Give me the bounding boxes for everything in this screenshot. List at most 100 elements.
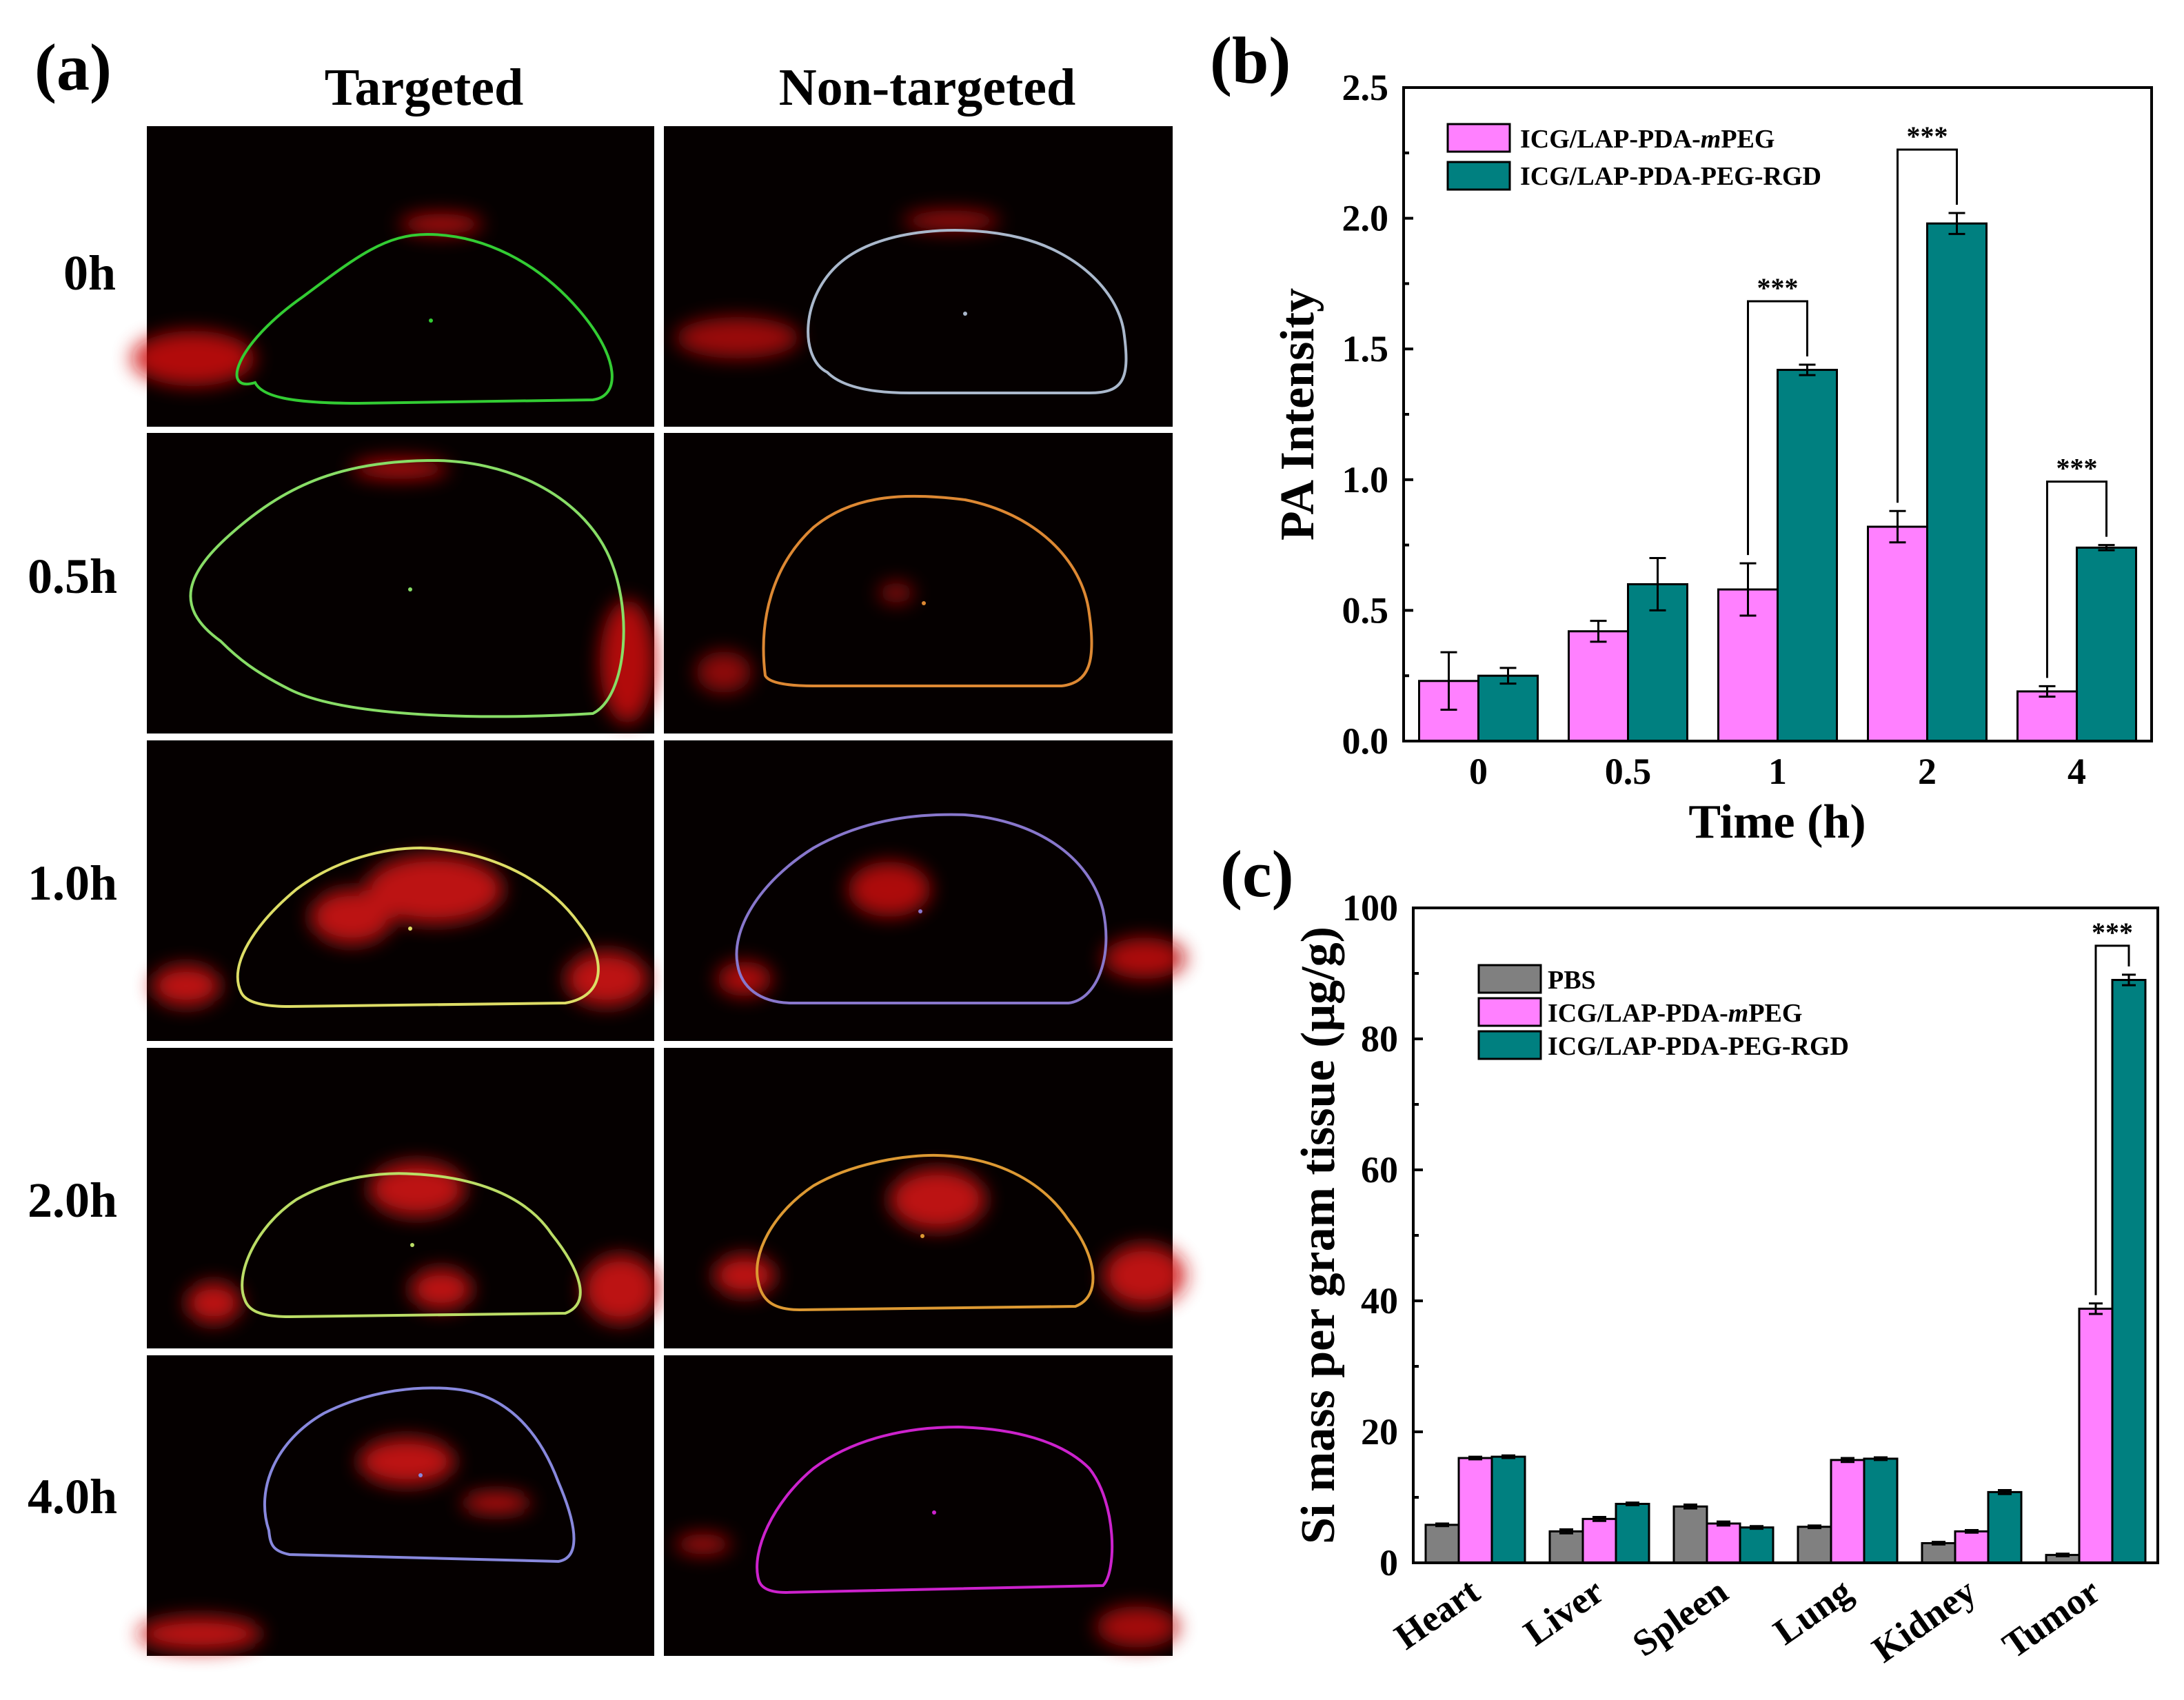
row-label-2-0h: 2.0h bbox=[28, 1173, 117, 1228]
col-title-targeted: Targeted bbox=[325, 59, 524, 117]
bar-icg-lap-pda-peg-rgd-tumor bbox=[2111, 979, 2147, 1564]
y-tick-label: 0.0 bbox=[1342, 720, 1389, 762]
bar-icg-lap-pda-peg-rgd-1 bbox=[1777, 369, 1838, 742]
bar-icg-lap-pda-mpeg-2 bbox=[1867, 525, 1928, 742]
error-bar bbox=[1799, 363, 1816, 376]
roi-outline bbox=[762, 494, 1093, 687]
y-tick-label: 40 bbox=[1361, 1280, 1398, 1322]
bar-pbs-liver bbox=[1548, 1530, 1584, 1564]
x-tick-label: Kidney bbox=[1865, 1570, 1983, 1671]
x-tick-label: 4 bbox=[2067, 751, 2086, 792]
panel-a: (a) Targeted Non-targeted 0h 0.5h 1.0h 2… bbox=[28, 30, 1186, 1656]
legend-swatch-rgd bbox=[1477, 1030, 1542, 1060]
error-bar bbox=[1559, 1528, 1573, 1535]
bars bbox=[1424, 979, 2147, 1564]
error-bar bbox=[1717, 1520, 1730, 1527]
legend-label-mpeg: ICG/LAP-PDA-mPEG bbox=[1548, 999, 1802, 1028]
legend-swatch-mpeg bbox=[1477, 997, 1542, 1027]
roi-outline bbox=[807, 229, 1128, 394]
error-bar bbox=[1435, 1522, 1449, 1528]
roi-outline bbox=[236, 846, 600, 1009]
pa-image-targeted-0-5h bbox=[147, 433, 655, 733]
bar-icg-lap-pda-peg-rgd-0 bbox=[1477, 674, 1539, 742]
pa-image-non-targeted-4-0h bbox=[664, 1355, 1179, 1656]
bar-icg-lap-pda-mpeg-liver bbox=[1581, 1517, 1617, 1564]
error-bar bbox=[1684, 1503, 1697, 1510]
error-bar bbox=[1932, 1541, 1945, 1546]
pa-image-targeted-1-0h bbox=[147, 740, 654, 1041]
y-tick-label: 100 bbox=[1342, 887, 1398, 929]
panel-c-letter: (c) bbox=[1220, 837, 1294, 911]
x-axis-ticks: Heart Liver Spleen Lung Kidney Tumor bbox=[1387, 1553, 2107, 1670]
error-bar bbox=[1965, 1529, 1979, 1534]
error-bars bbox=[1435, 973, 2136, 1557]
plot-frame bbox=[1412, 907, 2159, 1564]
bar-icg-lap-pda-peg-rgd-4 bbox=[2076, 546, 2137, 742]
x-tick-label: Lung bbox=[1766, 1570, 1859, 1653]
legend-label-mpeg: ICG/LAP-PDA-mPEG bbox=[1520, 125, 1775, 154]
significance-brackets: *** bbox=[2092, 917, 2133, 1295]
y-axis-ticks: 0 20 40 60 80 100 bbox=[1342, 887, 1423, 1583]
y-tick-label: 2.0 bbox=[1342, 198, 1389, 239]
x-tick-label: Liver bbox=[1516, 1570, 1611, 1654]
bar-icg-lap-pda-mpeg-heart bbox=[1457, 1457, 1493, 1564]
legend-swatch-mpeg bbox=[1446, 123, 1511, 153]
col-title-non-targeted: Non-targeted bbox=[779, 59, 1076, 117]
significance-bracket bbox=[1747, 300, 1808, 556]
error-bar bbox=[2122, 973, 2136, 986]
legend: ICG/LAP-PDA-mPEG ICG/LAP-PDA-PEG-RGD bbox=[1446, 123, 1821, 191]
bar-icg-lap-pda-peg-rgd-spleen bbox=[1739, 1526, 1775, 1564]
error-bar bbox=[2056, 1552, 2070, 1557]
bar-icg-lap-pda-peg-rgd-heart bbox=[1490, 1455, 1526, 1564]
significance-bracket bbox=[2094, 944, 2130, 1295]
significance-bracket bbox=[1897, 148, 1958, 503]
panel-a-letter: (a) bbox=[34, 30, 112, 104]
significance-label: *** bbox=[1907, 121, 1948, 152]
error-bar bbox=[1649, 557, 1666, 611]
bar-pbs-spleen bbox=[1672, 1505, 1708, 1564]
bar-pbs-kidney bbox=[1921, 1542, 1957, 1564]
panel-b: (b) 0.00.51.01.52.02.5 0 0.5 1 2 4 *********… bbox=[1210, 23, 2153, 849]
row-label-0h: 0h bbox=[63, 245, 116, 301]
x-tick-label: Heart bbox=[1387, 1570, 1487, 1658]
bar-icg-lap-pda-mpeg-kidney bbox=[1954, 1530, 1990, 1564]
x-tick-label: Spleen bbox=[1625, 1570, 1735, 1665]
pa-image-targeted-4-0h bbox=[138, 1355, 654, 1656]
roi-outline bbox=[189, 458, 625, 718]
y-tick-label: 20 bbox=[1361, 1411, 1398, 1453]
bar-icg-lap-pda-peg-rgd-liver bbox=[1615, 1503, 1650, 1564]
error-bar bbox=[1499, 667, 1517, 685]
x-tick-label: 2 bbox=[1918, 751, 1937, 792]
bar-icg-lap-pda-peg-rgd-2 bbox=[1926, 222, 1988, 742]
bar-pbs-lung bbox=[1797, 1526, 1832, 1564]
error-bar bbox=[2098, 544, 2115, 552]
y-tick-label: 1.5 bbox=[1342, 328, 1389, 370]
roi-outline bbox=[735, 813, 1108, 1004]
y-axis-title: Si mass per gram tissue (μg/g) bbox=[1292, 927, 1345, 1544]
error-bar bbox=[1739, 562, 1757, 617]
bar-icg-lap-pda-mpeg-tumor bbox=[2078, 1307, 2114, 1564]
row-label-0-5h: 0.5h bbox=[28, 549, 117, 604]
pa-image-non-targeted-0-5h bbox=[664, 433, 1173, 733]
x-tick-label: 0 bbox=[1469, 751, 1488, 792]
pa-image-targeted-0h bbox=[131, 126, 654, 427]
bar-icg-lap-pda-mpeg-4 bbox=[2016, 690, 2078, 742]
pa-image-non-targeted-0h bbox=[664, 126, 1173, 427]
roi-outline bbox=[756, 1425, 1114, 1595]
roi-outline bbox=[241, 1172, 582, 1319]
pa-image-targeted-2-0h bbox=[147, 1048, 658, 1348]
roi-outline bbox=[756, 1153, 1095, 1312]
significance-label: *** bbox=[2092, 917, 2133, 948]
error-bar bbox=[1750, 1525, 1763, 1530]
pa-image-non-targeted-2-0h bbox=[664, 1048, 1186, 1348]
error-bar bbox=[1468, 1455, 1482, 1461]
y-axis-title: PA Intensity bbox=[1271, 288, 1324, 540]
roi-outline bbox=[263, 1386, 576, 1564]
error-bar bbox=[1440, 651, 1457, 711]
y-axis-ticks: 0.0 0.5 1.0 1.5 2.0 2.5 bbox=[1342, 67, 1413, 762]
row-label-4-0h: 4.0h bbox=[28, 1469, 117, 1524]
bar-icg-lap-pda-peg-rgd-kidney bbox=[1987, 1490, 2023, 1564]
error-bar bbox=[2039, 685, 2056, 698]
y-tick-label: 2.5 bbox=[1342, 67, 1389, 108]
